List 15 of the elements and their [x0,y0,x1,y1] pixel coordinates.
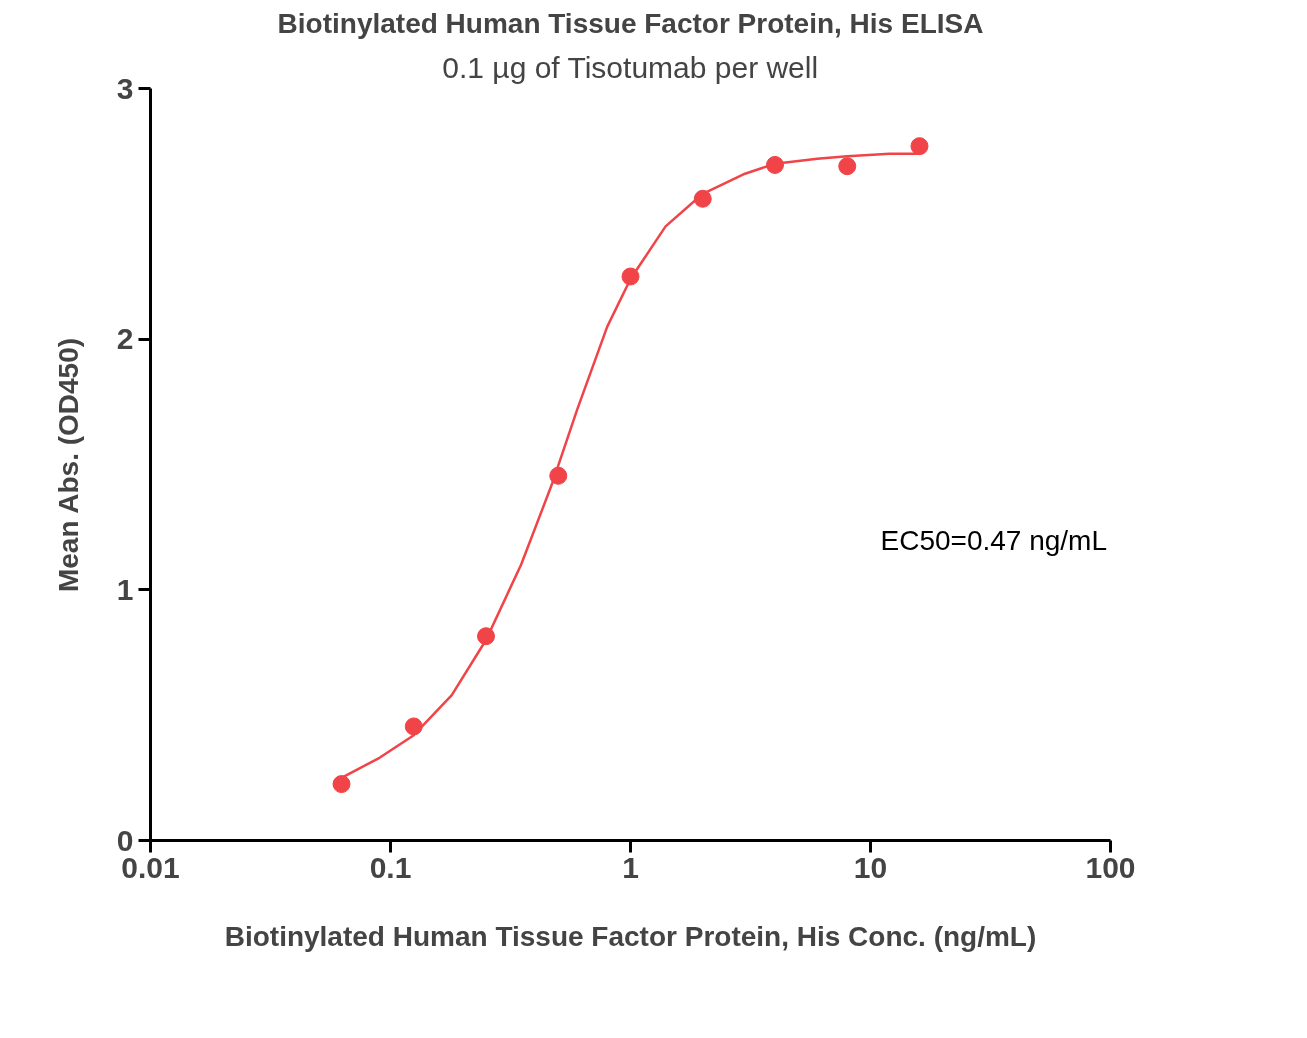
chart-subtitle: 0.1 µg of Tisotumab per well [442,50,819,84]
y-tick-label: 3 [116,71,134,105]
y-tick-label: 2 [116,322,134,356]
y-axis-title: Mean Abs. (OD450) [52,337,84,593]
y-tick-label: 1 [116,572,134,606]
chart-title: Biotinylated Human Tissue Factor Protein, His ELISA [277,7,984,39]
x-tick-label: 100 [1085,850,1136,884]
x-axis-title: Biotinylated Human Tissue Factor Protein, His Conc. (ng/mL) [224,920,1037,952]
annotation: EC50=0.47 ng/mL [880,524,1107,556]
point [910,137,929,156]
x-tick-label: 1 [622,850,639,884]
x-tick-label: 10 [853,850,888,884]
point [838,157,857,176]
point [332,775,351,794]
x-tick-label: 0.1 [369,850,412,884]
